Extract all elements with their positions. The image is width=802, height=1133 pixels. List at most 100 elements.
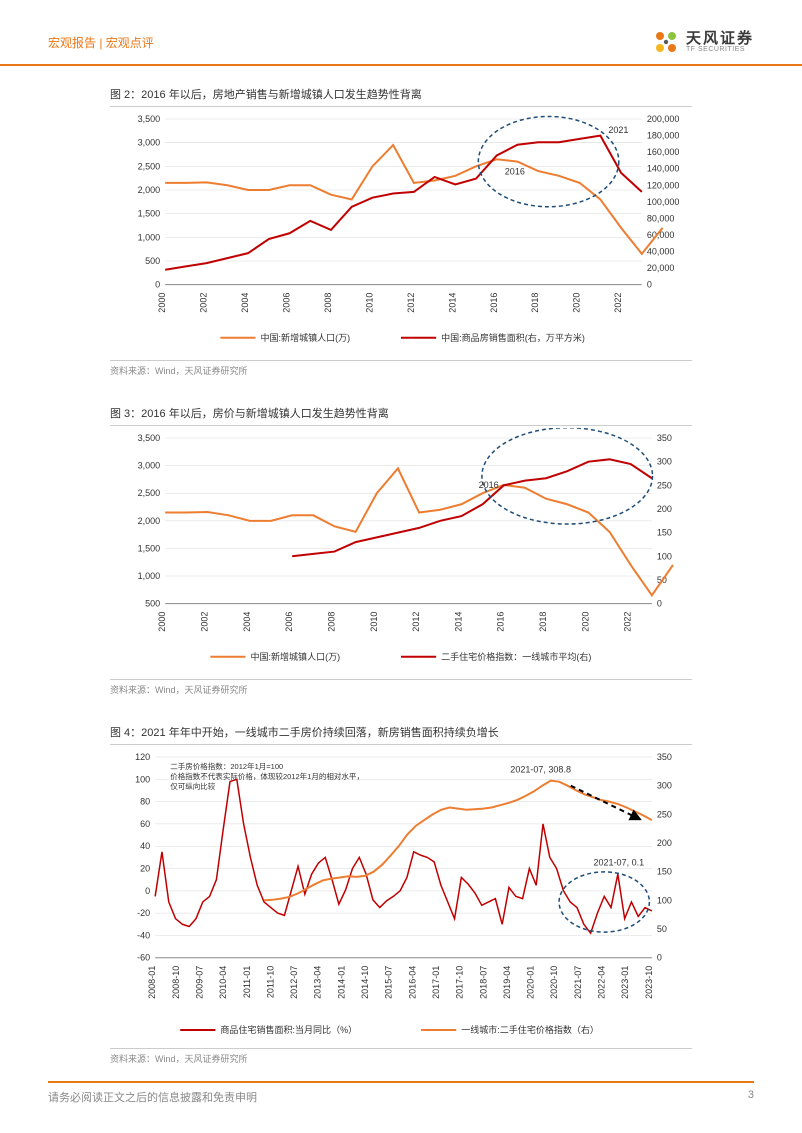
svg-text:300: 300 — [657, 457, 672, 467]
chart-3-source: 资料来源：Wind，天风证券研究所 — [110, 679, 692, 696]
svg-text:2008-10: 2008-10 — [171, 965, 181, 998]
svg-text:2022: 2022 — [623, 611, 633, 631]
svg-text:2020: 2020 — [580, 611, 590, 631]
svg-text:1,500: 1,500 — [138, 209, 161, 219]
page-footer: 请务必阅读正文之后的信息披露和免责申明 3 — [48, 1081, 754, 1105]
header-category: 宏观报告 | 宏观点评 — [48, 34, 154, 51]
svg-text:2,000: 2,000 — [138, 185, 161, 195]
svg-text:2012-07: 2012-07 — [289, 965, 299, 998]
svg-text:500: 500 — [145, 598, 160, 608]
svg-text:2006: 2006 — [282, 293, 292, 313]
company-logo: 天风证券 TF SECURITIES — [652, 28, 754, 56]
svg-text:180,000: 180,000 — [647, 131, 680, 141]
svg-text:2023-01: 2023-01 — [620, 965, 630, 998]
svg-text:300: 300 — [657, 780, 672, 790]
svg-text:200: 200 — [657, 838, 672, 848]
svg-text:2015-07: 2015-07 — [384, 965, 394, 998]
svg-text:商品住宅销售面积:当月同比（%）: 商品住宅销售面积:当月同比（%） — [220, 1024, 357, 1035]
svg-text:2004: 2004 — [242, 611, 252, 631]
svg-text:100: 100 — [135, 774, 150, 784]
svg-text:2017-10: 2017-10 — [455, 965, 465, 998]
svg-text:0: 0 — [647, 280, 652, 290]
svg-text:2000: 2000 — [157, 293, 167, 313]
svg-text:一线城市:二手住宅价格指数（右）: 一线城市:二手住宅价格指数（右） — [461, 1024, 599, 1035]
svg-text:120,000: 120,000 — [647, 180, 680, 190]
svg-text:50: 50 — [657, 924, 667, 934]
svg-text:140,000: 140,000 — [647, 164, 680, 174]
chart-2-source: 资料来源：Wind，天风证券研究所 — [110, 360, 692, 377]
svg-text:200: 200 — [657, 504, 672, 514]
svg-text:2012: 2012 — [411, 611, 421, 631]
svg-text:2018-07: 2018-07 — [478, 965, 488, 998]
svg-text:2020-10: 2020-10 — [549, 965, 559, 998]
chart-4-canvas: -60-40-200204060801001200501001502002503… — [110, 747, 692, 1048]
svg-text:40,000: 40,000 — [647, 246, 675, 256]
svg-text:2014: 2014 — [453, 611, 463, 631]
chart-2-canvas: 05001,0001,5002,0002,5003,0003,500020,00… — [110, 109, 692, 360]
svg-text:2011-10: 2011-10 — [265, 965, 275, 997]
svg-text:3,500: 3,500 — [138, 114, 161, 124]
svg-text:0: 0 — [657, 952, 662, 962]
svg-text:0: 0 — [155, 280, 160, 290]
svg-text:2016: 2016 — [505, 166, 525, 176]
svg-text:中国:商品房销售面积(右，万平方米): 中国:商品房销售面积(右，万平方米) — [441, 332, 585, 343]
svg-text:2014-10: 2014-10 — [360, 965, 370, 998]
svg-text:3,500: 3,500 — [138, 433, 161, 443]
svg-text:0: 0 — [145, 886, 150, 896]
chart-4-block: 图 4：2021 年年中开始，一线城市二手房价持续回落，新房销售面积持续负增长 … — [110, 724, 692, 1065]
svg-text:1,500: 1,500 — [138, 543, 161, 553]
svg-text:二手房价格指数：2012年1月=100: 二手房价格指数：2012年1月=100 — [170, 761, 283, 771]
svg-text:100,000: 100,000 — [647, 197, 680, 207]
chart-3-canvas: 5001,0001,5002,0002,5003,0003,5000501001… — [110, 428, 692, 679]
svg-text:2018: 2018 — [530, 293, 540, 313]
svg-text:2002: 2002 — [200, 611, 210, 631]
svg-text:2004: 2004 — [240, 293, 250, 313]
logo-text-cn: 天风证券 — [686, 31, 754, 46]
svg-text:2023-10: 2023-10 — [644, 965, 654, 998]
svg-text:350: 350 — [657, 752, 672, 762]
page-header: 宏观报告 | 宏观点评 天风证券 TF SECURITIES — [0, 0, 802, 66]
chart-4-source: 资料来源：Wind，天风证券研究所 — [110, 1048, 692, 1065]
svg-text:2021-07, 0.1: 2021-07, 0.1 — [594, 857, 645, 867]
chart-2-title: 图 2：2016 年以后，房地产销售与新增城镇人口发生趋势性背离 — [110, 86, 692, 107]
svg-text:2008: 2008 — [326, 611, 336, 631]
logo-icon — [652, 28, 680, 56]
svg-text:0: 0 — [657, 598, 662, 608]
svg-text:120: 120 — [135, 752, 150, 762]
svg-text:2008-01: 2008-01 — [147, 965, 157, 998]
svg-text:500: 500 — [145, 256, 160, 266]
svg-text:2019-04: 2019-04 — [502, 965, 512, 998]
page-number: 3 — [748, 1089, 754, 1105]
svg-text:160,000: 160,000 — [647, 147, 680, 157]
svg-text:150: 150 — [657, 528, 672, 538]
svg-text:中国:新增城镇人口(万): 中国:新增城镇人口(万) — [250, 651, 340, 662]
svg-text:2000: 2000 — [157, 611, 167, 631]
svg-text:2021: 2021 — [608, 125, 628, 135]
svg-text:2,500: 2,500 — [138, 488, 161, 498]
svg-text:80: 80 — [140, 796, 150, 806]
svg-text:3,000: 3,000 — [138, 138, 161, 148]
svg-text:-20: -20 — [137, 908, 150, 918]
svg-text:2016-04: 2016-04 — [407, 965, 417, 998]
svg-text:2016: 2016 — [479, 480, 499, 490]
svg-text:20,000: 20,000 — [647, 263, 675, 273]
chart-4-title: 图 4：2021 年年中开始，一线城市二手房价持续回落，新房销售面积持续负增长 — [110, 724, 692, 745]
svg-text:250: 250 — [657, 480, 672, 490]
svg-text:2014-01: 2014-01 — [336, 965, 346, 998]
svg-text:2020-01: 2020-01 — [526, 965, 536, 998]
svg-text:2017-01: 2017-01 — [431, 965, 441, 998]
chart-2-block: 图 2：2016 年以后，房地产销售与新增城镇人口发生趋势性背离 05001,0… — [110, 86, 692, 377]
svg-text:40: 40 — [140, 841, 150, 851]
svg-text:200,000: 200,000 — [647, 114, 680, 124]
svg-text:2,000: 2,000 — [138, 516, 161, 526]
svg-text:仅可纵向比较: 仅可纵向比较 — [170, 781, 216, 791]
footer-disclaimer: 请务必阅读正文之后的信息披露和免责申明 — [48, 1089, 257, 1105]
svg-text:2008: 2008 — [323, 293, 333, 313]
svg-text:价格指数不代表实际价格，体现较2012年1月的相对水平，: 价格指数不代表实际价格，体现较2012年1月的相对水平， — [170, 771, 364, 781]
svg-text:2011-01: 2011-01 — [242, 965, 252, 997]
svg-text:2013-04: 2013-04 — [313, 965, 323, 998]
svg-text:-40: -40 — [137, 930, 150, 940]
svg-text:100: 100 — [657, 895, 672, 905]
chart-3-block: 图 3：2016 年以后，房价与新增城镇人口发生趋势性背离 5001,0001,… — [110, 405, 692, 696]
svg-text:2010: 2010 — [364, 293, 374, 313]
